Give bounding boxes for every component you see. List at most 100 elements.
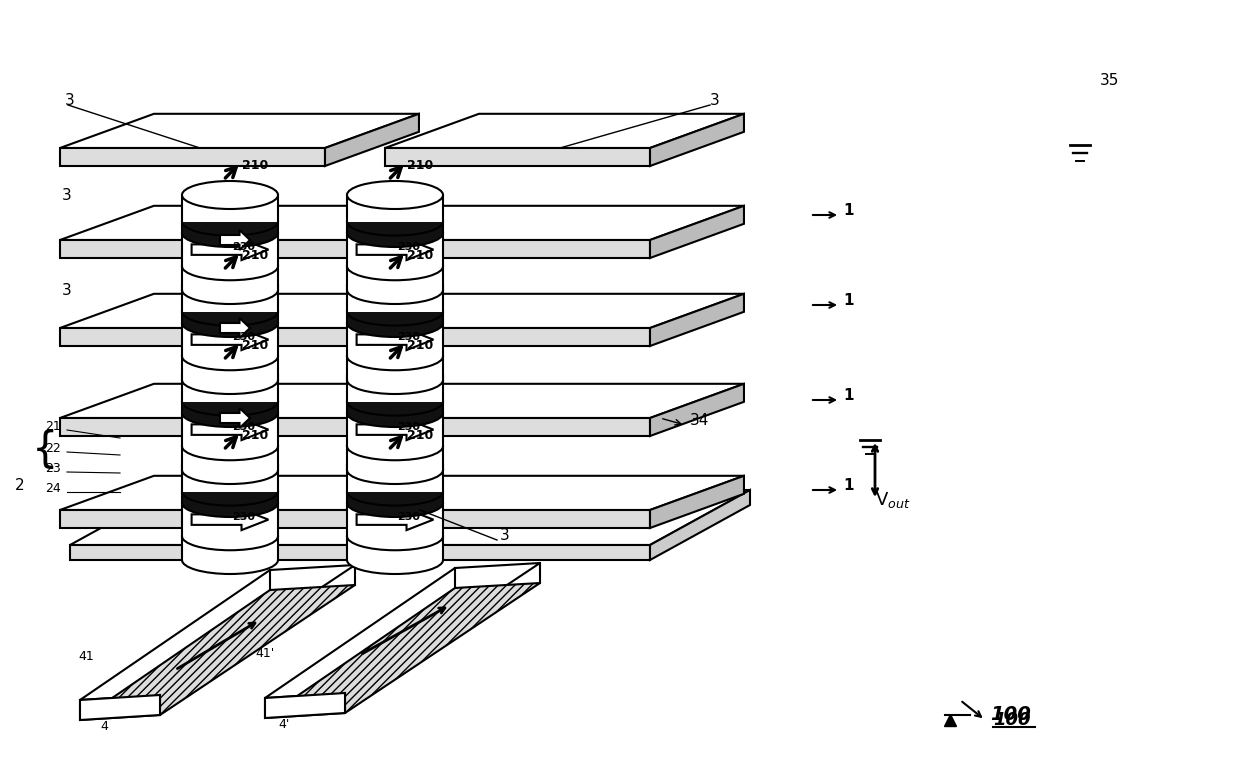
Text: 41: 41 xyxy=(78,650,94,663)
Text: 22: 22 xyxy=(45,442,61,455)
Ellipse shape xyxy=(182,546,278,574)
Ellipse shape xyxy=(182,399,278,427)
Polygon shape xyxy=(60,114,419,148)
Polygon shape xyxy=(182,503,278,536)
Text: 35: 35 xyxy=(1100,73,1120,88)
Polygon shape xyxy=(347,323,443,356)
Text: 210: 210 xyxy=(407,339,433,352)
Polygon shape xyxy=(182,323,278,356)
Polygon shape xyxy=(347,375,443,402)
Polygon shape xyxy=(192,239,268,260)
Polygon shape xyxy=(650,490,750,560)
Text: 210: 210 xyxy=(407,159,433,172)
Text: 3: 3 xyxy=(62,283,72,298)
Polygon shape xyxy=(69,545,650,560)
Ellipse shape xyxy=(347,207,443,235)
Text: 230: 230 xyxy=(397,332,420,342)
Text: 1: 1 xyxy=(843,478,853,493)
Ellipse shape xyxy=(347,366,443,394)
Ellipse shape xyxy=(182,181,278,209)
Text: 21: 21 xyxy=(45,420,61,433)
Polygon shape xyxy=(219,230,250,250)
Polygon shape xyxy=(265,693,345,718)
Polygon shape xyxy=(650,294,744,346)
Polygon shape xyxy=(81,695,160,720)
Ellipse shape xyxy=(182,522,278,550)
Text: 34: 34 xyxy=(689,413,709,428)
Polygon shape xyxy=(60,328,650,346)
Text: 3: 3 xyxy=(500,528,510,543)
Polygon shape xyxy=(182,492,278,503)
Text: 230: 230 xyxy=(232,422,255,432)
Ellipse shape xyxy=(182,361,278,389)
Ellipse shape xyxy=(182,456,278,484)
Polygon shape xyxy=(60,148,325,166)
Ellipse shape xyxy=(182,432,278,460)
Polygon shape xyxy=(347,446,443,470)
Ellipse shape xyxy=(347,361,443,389)
Polygon shape xyxy=(347,266,443,290)
Polygon shape xyxy=(182,233,278,266)
Polygon shape xyxy=(357,419,434,440)
Ellipse shape xyxy=(182,388,278,416)
Ellipse shape xyxy=(347,546,443,574)
Polygon shape xyxy=(182,402,278,413)
Text: 230: 230 xyxy=(397,242,420,252)
Text: 210: 210 xyxy=(242,429,268,442)
Ellipse shape xyxy=(182,478,278,506)
Polygon shape xyxy=(347,233,443,266)
Text: 3: 3 xyxy=(64,93,74,108)
Polygon shape xyxy=(182,312,278,323)
Text: 210: 210 xyxy=(242,249,268,262)
Ellipse shape xyxy=(182,271,278,299)
Polygon shape xyxy=(81,585,355,720)
Text: 24: 24 xyxy=(45,482,61,495)
Text: 3: 3 xyxy=(711,93,719,108)
Text: 210: 210 xyxy=(242,339,268,352)
Polygon shape xyxy=(182,413,278,446)
Polygon shape xyxy=(60,384,744,418)
Polygon shape xyxy=(265,583,539,718)
Polygon shape xyxy=(347,221,443,233)
Polygon shape xyxy=(384,114,744,148)
Text: 100: 100 xyxy=(993,711,1030,729)
Text: 4': 4' xyxy=(278,718,289,731)
Text: 4: 4 xyxy=(100,720,108,733)
Polygon shape xyxy=(192,509,268,530)
Polygon shape xyxy=(60,476,744,510)
Text: 230: 230 xyxy=(232,512,255,522)
Polygon shape xyxy=(192,419,268,440)
Text: 210: 210 xyxy=(407,249,433,262)
Text: 230: 230 xyxy=(397,512,420,522)
Polygon shape xyxy=(60,418,650,436)
Text: 210: 210 xyxy=(242,159,268,172)
Text: 230: 230 xyxy=(397,422,420,432)
Ellipse shape xyxy=(347,181,443,209)
Ellipse shape xyxy=(347,432,443,460)
Polygon shape xyxy=(182,446,278,470)
Polygon shape xyxy=(182,221,278,233)
Ellipse shape xyxy=(347,456,443,484)
Polygon shape xyxy=(69,490,750,545)
Ellipse shape xyxy=(182,451,278,479)
Ellipse shape xyxy=(347,478,443,506)
Text: 23: 23 xyxy=(45,462,61,475)
Polygon shape xyxy=(219,408,250,428)
Polygon shape xyxy=(81,565,355,700)
Ellipse shape xyxy=(182,309,278,337)
Polygon shape xyxy=(182,375,278,402)
Polygon shape xyxy=(60,294,744,328)
Polygon shape xyxy=(347,356,443,380)
Ellipse shape xyxy=(347,219,443,247)
Text: 230: 230 xyxy=(232,332,255,342)
Polygon shape xyxy=(325,114,419,166)
Polygon shape xyxy=(347,413,443,446)
Ellipse shape xyxy=(347,271,443,299)
Polygon shape xyxy=(347,536,443,560)
Polygon shape xyxy=(384,148,650,166)
Polygon shape xyxy=(60,206,744,240)
Text: 1: 1 xyxy=(843,293,853,308)
Ellipse shape xyxy=(182,489,278,517)
Ellipse shape xyxy=(347,342,443,370)
Polygon shape xyxy=(650,114,744,166)
